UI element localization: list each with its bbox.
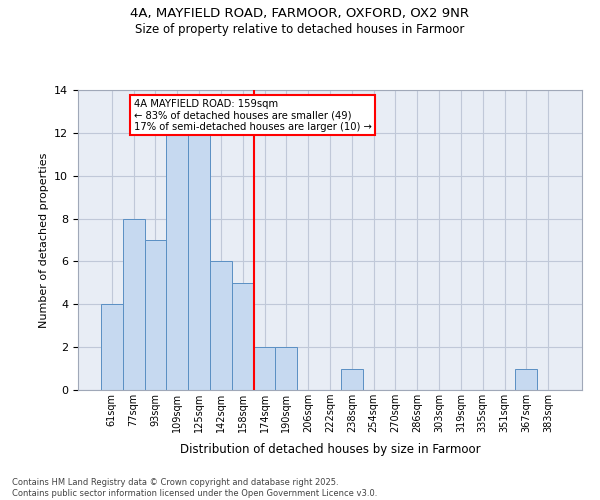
Bar [188,133,210,390]
Text: 4A, MAYFIELD ROAD, FARMOOR, OXFORD, OX2 9NR: 4A, MAYFIELD ROAD, FARMOOR, OXFORD, OX2 … [131,8,470,20]
Bar [254,347,275,390]
Y-axis label: Number of detached properties: Number of detached properties [38,152,49,328]
Bar [341,368,363,390]
Bar [515,368,537,390]
Text: Distribution of detached houses by size in Farmoor: Distribution of detached houses by size … [179,442,481,456]
Text: Contains HM Land Registry data © Crown copyright and database right 2025.
Contai: Contains HM Land Registry data © Crown c… [12,478,377,498]
Bar [232,283,254,390]
Bar [101,304,123,390]
Bar [145,240,166,390]
Bar [166,133,188,390]
Bar [275,347,297,390]
Text: 4A MAYFIELD ROAD: 159sqm
← 83% of detached houses are smaller (49)
17% of semi-d: 4A MAYFIELD ROAD: 159sqm ← 83% of detach… [134,98,371,132]
Bar [123,218,145,390]
Text: Size of property relative to detached houses in Farmoor: Size of property relative to detached ho… [136,22,464,36]
Bar [210,262,232,390]
